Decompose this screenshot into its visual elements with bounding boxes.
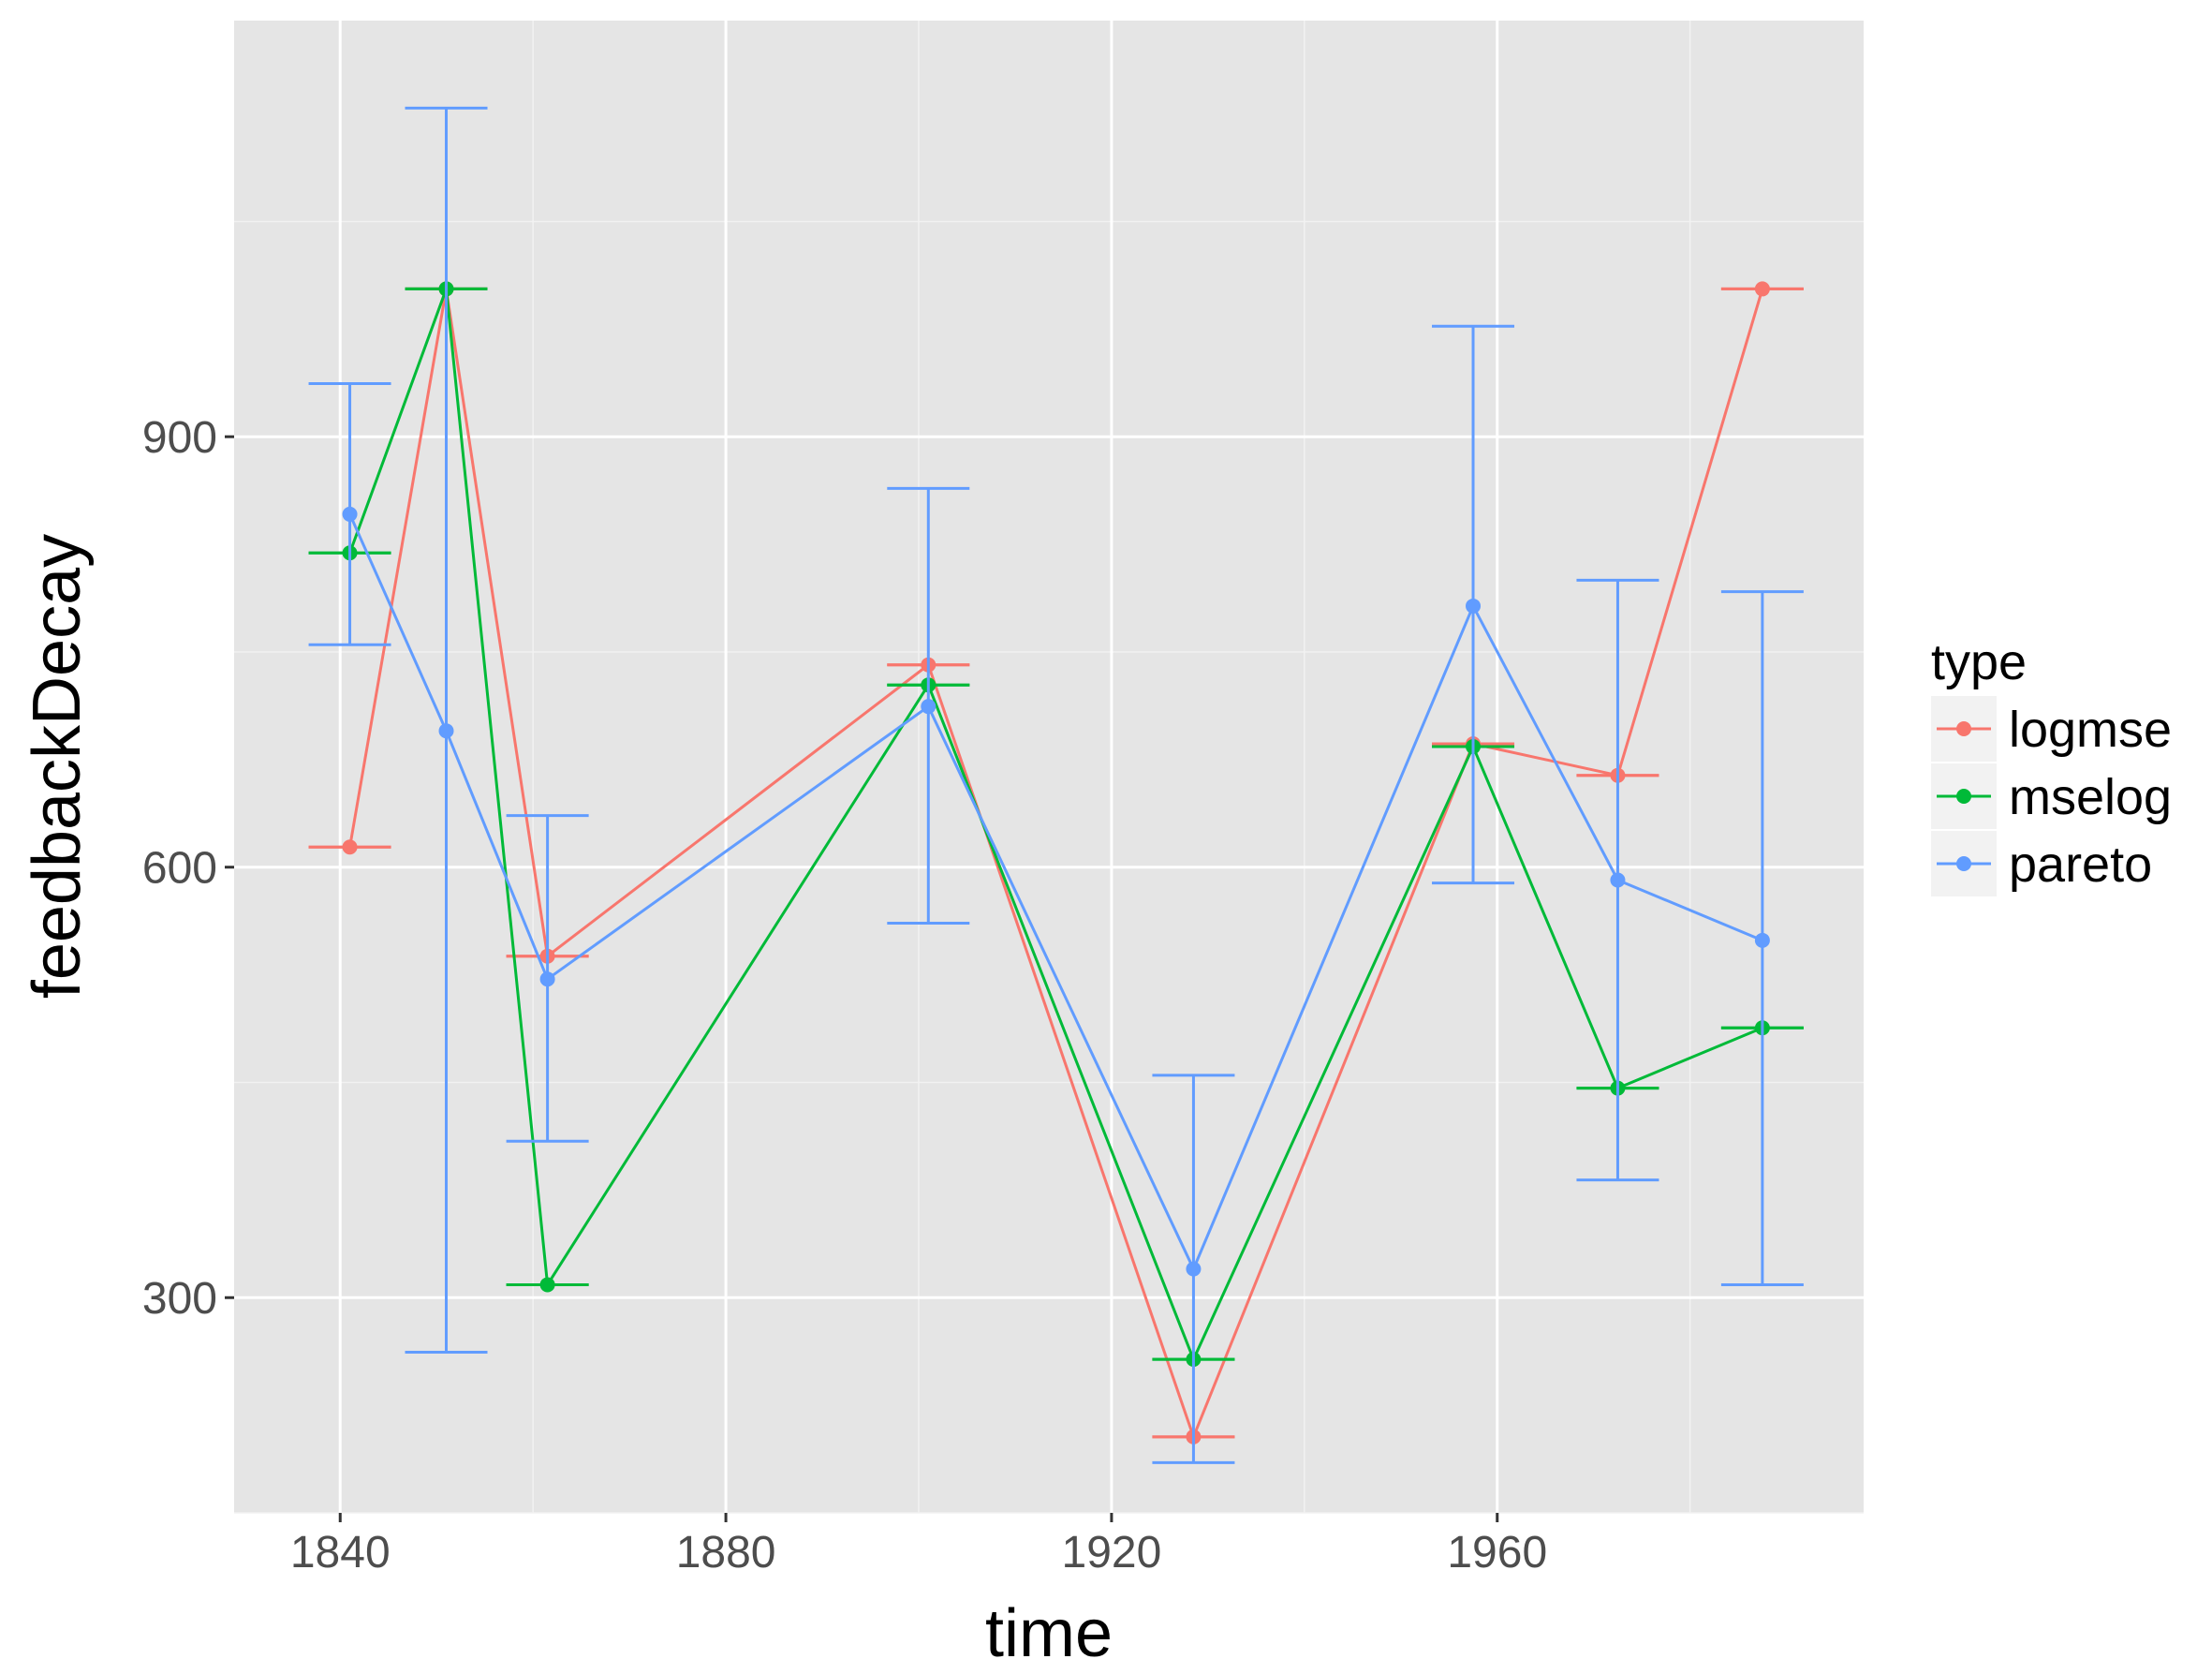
series-line-logmse — [348, 287, 1764, 1439]
data-point-pareto-6 — [1610, 872, 1626, 888]
data-point-pareto-4 — [1186, 1261, 1202, 1277]
x-axis-title: time — [985, 1596, 1113, 1659]
series-layer — [308, 106, 1804, 1464]
legend-key-point-pareto — [1956, 856, 1971, 871]
axis-ticks — [225, 435, 1499, 1522]
legend-item-pareto: pareto — [1931, 831, 2152, 896]
legend-label-pareto: pareto — [2009, 837, 2152, 893]
legend-label-logmse: logmse — [2009, 702, 2172, 758]
y-tick-label-0: 300 — [142, 1274, 217, 1324]
data-point-pareto-3 — [921, 699, 936, 715]
legend-title: type — [1931, 634, 2027, 690]
legend-key-point-mselog — [1956, 789, 1971, 804]
data-point-logmse-0 — [342, 839, 358, 855]
legend-label-mselog: mselog — [2009, 769, 2172, 825]
y-tick-label-2: 900 — [142, 413, 217, 463]
y-tick-labels: 300 600 900 — [142, 413, 217, 1324]
data-point-pareto-5 — [1466, 598, 1482, 614]
grid-major — [234, 21, 1864, 1513]
data-point-pareto-7 — [1754, 932, 1770, 948]
grid-minor — [234, 21, 1864, 1514]
legend: type logmse mselog pareto — [1931, 634, 2172, 896]
plot-panel — [234, 21, 1864, 1513]
series-line-pareto — [348, 513, 1763, 1271]
legend-item-logmse: logmse — [1931, 696, 2172, 762]
x-tick-label-2: 1920 — [1062, 1528, 1162, 1578]
x-tick-label-1: 1880 — [676, 1528, 776, 1578]
series-pareto — [308, 106, 1804, 1464]
data-point-pareto-2 — [539, 971, 555, 987]
x-tick-label-0: 1840 — [290, 1528, 391, 1578]
y-tick-label-1: 600 — [142, 844, 217, 894]
data-point-mselog-2 — [539, 1277, 555, 1293]
series-line-mselog — [348, 287, 1763, 1361]
series-mselog — [308, 281, 1804, 1368]
x-tick-labels: 1840 1880 1920 1960 — [290, 1528, 1547, 1578]
legend-key-point-logmse — [1956, 721, 1971, 736]
data-point-pareto-0 — [342, 506, 358, 522]
x-tick-label-3: 1960 — [1447, 1528, 1547, 1578]
y-axis-title: feedbackDecay — [20, 534, 95, 999]
legend-item-mselog: mselog — [1931, 763, 2172, 829]
data-point-pareto-1 — [438, 723, 454, 739]
data-point-logmse-7 — [1754, 281, 1770, 297]
legend-items: logmse mselog pareto — [1931, 696, 2172, 896]
